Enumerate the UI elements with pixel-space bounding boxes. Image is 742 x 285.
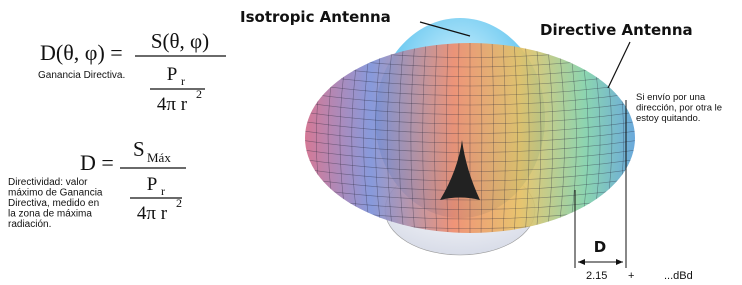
formula-numerator-sub: Máx <box>147 150 171 165</box>
isotropic-label: Isotropic Antenna <box>240 8 391 26</box>
text-line: Si envío por una <box>636 92 706 103</box>
formula-lhs: D = <box>80 150 114 175</box>
slide: D(θ, φ) = S(θ, φ) P r 4π r 2 Ganancia Di… <box>0 0 742 285</box>
text-line: Directividad: valor <box>8 177 88 188</box>
formula-area-exp: 2 <box>196 87 202 101</box>
text-line: radiación. <box>8 219 51 230</box>
formula-area: 4π r <box>137 203 168 224</box>
formula-caption: Ganancia Directiva. <box>38 70 125 81</box>
directive-label: Directive Antenna <box>540 21 693 39</box>
formula-area: 4π r <box>157 94 188 115</box>
dimension-plus: + <box>628 270 634 282</box>
mesh-line <box>635 40 647 236</box>
formula-numerator: S(θ, φ) <box>151 29 209 53</box>
text-line: dirección, por otra le <box>636 103 722 114</box>
formula-power: P <box>147 174 158 195</box>
dimension-label: D <box>594 238 606 256</box>
text-line: estoy quitando. <box>636 113 700 124</box>
text-line: la zona de máxima <box>8 209 92 220</box>
formula-numerator: S <box>133 137 145 161</box>
page: {"formula_gain": {"lhs": "D(θ, φ) =", "n… <box>0 0 742 285</box>
formula-power-sub: r <box>181 74 185 88</box>
dimension-unit: ...dBd <box>664 270 693 282</box>
formula-power: P <box>167 64 178 85</box>
arrow <box>608 42 630 88</box>
text-line: máximo de Ganancia <box>8 188 103 199</box>
mesh-line <box>293 40 305 236</box>
formula-power-sub: r <box>161 184 165 198</box>
dimension-value: 2.15 <box>586 270 607 282</box>
text-line: Directiva, medido en <box>8 198 99 209</box>
formula-area-exp: 2 <box>176 196 182 210</box>
formula-lhs: D(θ, φ) = <box>40 40 123 65</box>
